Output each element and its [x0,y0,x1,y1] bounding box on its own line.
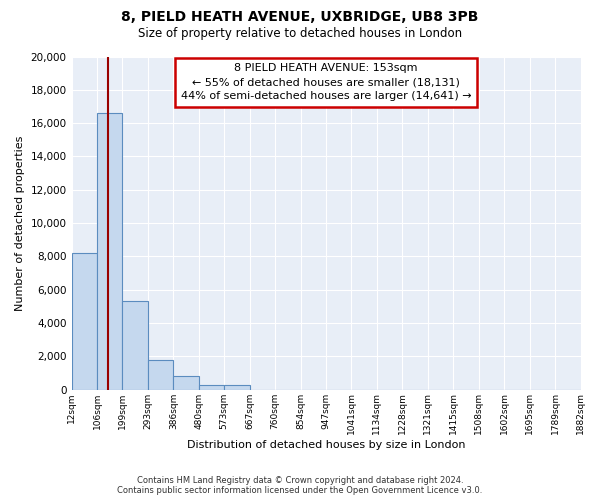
Text: Contains HM Land Registry data © Crown copyright and database right 2024.: Contains HM Land Registry data © Crown c… [137,476,463,485]
Bar [224,384,250,390]
Bar [71,253,97,390]
X-axis label: Distribution of detached houses by size in London: Distribution of detached houses by size … [187,440,465,450]
Text: Size of property relative to detached houses in London: Size of property relative to detached ho… [138,28,462,40]
Text: Contains public sector information licensed under the Open Government Licence v3: Contains public sector information licen… [118,486,482,495]
Text: 8 PIELD HEATH AVENUE: 153sqm
← 55% of detached houses are smaller (18,131)
44% o: 8 PIELD HEATH AVENUE: 153sqm ← 55% of de… [181,63,472,101]
Bar [148,360,173,390]
Bar [199,384,224,390]
Bar [97,113,122,390]
Bar [173,376,199,390]
Bar [122,302,148,390]
Text: 8, PIELD HEATH AVENUE, UXBRIDGE, UB8 3PB: 8, PIELD HEATH AVENUE, UXBRIDGE, UB8 3PB [121,10,479,24]
Y-axis label: Number of detached properties: Number of detached properties [15,136,25,310]
